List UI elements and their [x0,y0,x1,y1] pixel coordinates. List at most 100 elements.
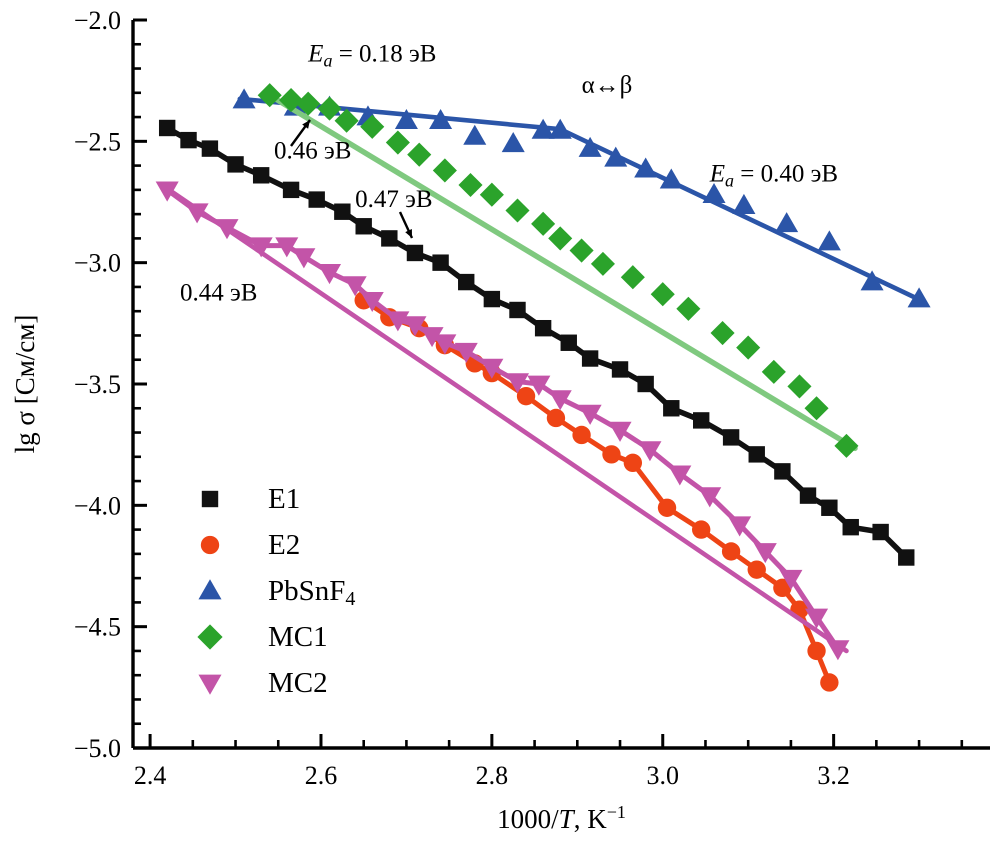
data-point-diamond [761,359,786,384]
data-point-diamond [257,83,282,108]
data-point-triangle-up [548,118,572,139]
ea-046-label: 0.46 эВ [274,137,351,164]
data-point-square [252,167,270,184]
y-tick-label: −2.0 [74,6,121,35]
data-point-triangle-down [753,543,777,564]
data-point-square [534,319,552,337]
data-point-square [483,290,501,308]
data-point-triangle-up [817,230,841,251]
alpha-beta-label: α↔β [582,72,633,99]
data-point-triangle-up [232,88,256,109]
data-point-circle [657,498,677,517]
series-mc1 [257,83,859,458]
legend-item-mc1[interactable]: MC1 [197,621,328,653]
data-point-triangle-down [292,248,316,269]
series-group [155,83,931,692]
data-point-diamond [458,172,483,198]
data-point-square [872,523,889,541]
data-point-triangle-up [604,146,628,167]
fit-line-mc2-0 [163,185,849,654]
data-point-diamond [531,211,556,236]
data-point-diamond [804,396,829,421]
data-point-square [663,400,680,417]
data-point-square [842,518,859,536]
data-point-triangle-down [578,404,602,425]
data-point-triangle-up [198,579,222,600]
legend-label: E2 [268,529,300,561]
arrow-head [405,229,412,238]
data-point-circle [623,453,643,473]
data-point-diamond [676,296,701,321]
data-point-square [355,218,372,235]
data-point-triangle-down [779,569,803,590]
legend-label: MC1 [268,621,328,653]
legend-label: MC2 [268,667,328,699]
data-point-square [432,254,449,271]
data-point-square [458,273,475,291]
data-point-triangle-down [608,421,632,442]
data-point-diamond [360,114,385,139]
data-point-square [201,490,219,508]
ea-047-label: 0.47 эВ [355,186,432,213]
ea-018-label: Ea = 0.18 эВ [307,40,436,70]
data-point-square [180,131,197,149]
arrow-046 [290,119,311,147]
data-point-triangle-down [805,608,829,629]
data-point-diamond [296,91,321,116]
ea-044-label: 0.44 эВ [180,279,257,306]
data-point-diamond [197,624,223,650]
y-tick-label: −3.5 [74,370,121,399]
y-tick-label: −4.0 [74,491,121,520]
arrow-047 [398,211,414,239]
data-point-triangle-down [454,342,478,363]
x-axis-title: 1000/T, K−1 [497,802,626,834]
axis-titles-group: 1000/T, K−1 lg σ [См/см] [10,315,626,834]
data-point-triangle-down [548,390,572,411]
data-point-triangle-down [480,358,504,379]
data-point-diamond [505,198,530,223]
data-point-triangle-down [249,237,273,258]
data-point-circle [807,641,826,661]
data-point-square [406,244,424,262]
data-point-triangle-up [702,183,726,204]
data-point-triangle-down [638,441,662,462]
data-point-triangle-down [198,674,222,695]
data-point-triangle-up [907,287,931,308]
legend-item-e2[interactable]: E2 [200,529,300,561]
data-point-triangle-down [185,203,209,224]
axes-group: 2.4 2.6 2.8 3.0 3.2 −2.0 −2.5 −3.0 −3.5 −4.0 −4.5 −… [74,6,990,790]
data-point-triangle-down [403,316,427,337]
data-point-triangle-up [659,168,683,189]
data-point-triangle-up [732,193,756,214]
data-point-diamond [334,108,359,133]
data-point-square [158,119,176,137]
data-point-triangle-down [698,487,722,508]
data-point-circle [692,520,711,539]
data-point-square [581,350,599,367]
legend-item-pbsnf[interactable]: PbSnF4 [198,575,355,610]
data-point-triangle-up [775,212,799,233]
data-point-triangle-up [463,124,487,145]
data-point-triangle-down [668,465,692,486]
data-point-circle [747,560,766,579]
data-point-triangle-up [429,108,453,130]
legend-item-e1[interactable]: E1 [201,483,300,515]
data-point-triangle-down [155,181,179,202]
y-tick-label: −4.5 [74,613,121,642]
y-tick-label: −5.0 [74,734,121,763]
data-point-square [898,549,915,566]
data-point-triangle-up [578,136,602,157]
data-point-circle [820,673,839,692]
data-point-circle [773,578,792,598]
data-point-triangle-down [343,276,367,297]
legend-item-mc2[interactable]: MC2 [198,667,328,699]
data-point-triangle-down [505,373,530,394]
data-point-square [799,487,817,504]
data-point-triangle-down [826,640,850,661]
data-point-triangle-up [860,270,884,291]
data-point-triangle-down [275,237,299,258]
data-point-square [637,375,654,393]
data-point-diamond [279,88,304,113]
x-tick-label: 2.8 [476,761,509,790]
